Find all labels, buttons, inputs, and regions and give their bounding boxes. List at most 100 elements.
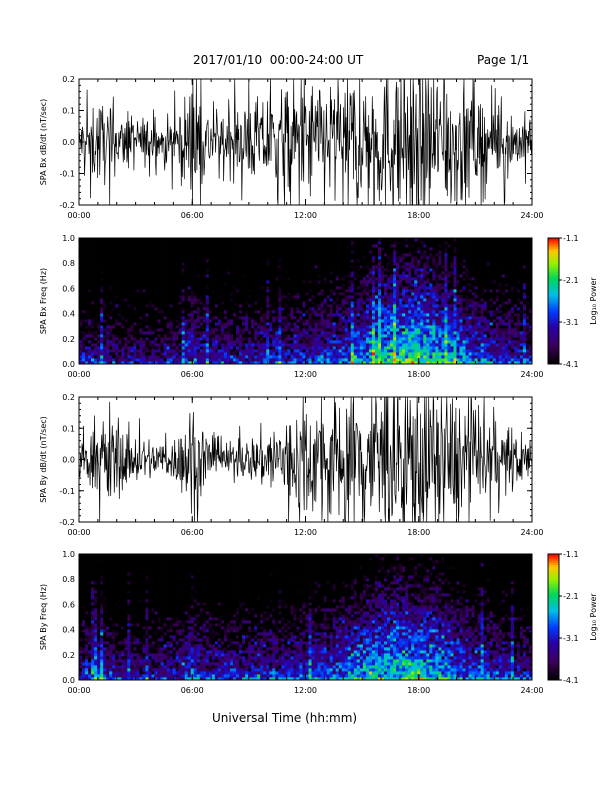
spectrogram-cell <box>377 256 382 260</box>
spectrogram-cell <box>323 244 328 248</box>
spectrogram-cell <box>359 292 364 296</box>
spectrogram-cell <box>175 340 180 344</box>
spectrogram-cell <box>260 346 264 350</box>
spectrogram-cell <box>199 310 204 314</box>
spectrogram-cell <box>302 322 306 326</box>
spectrogram-cell <box>230 298 234 302</box>
spectrogram-cell <box>223 295 228 299</box>
spectrogram-cell <box>178 265 183 269</box>
spectrogram-cell <box>281 337 285 341</box>
spectrogram-cell <box>411 259 415 263</box>
spectrogram-cell <box>239 295 243 299</box>
spectrogram-cell <box>402 352 406 356</box>
spectrogram-cell <box>236 298 240 302</box>
spectrogram-cell <box>411 331 415 335</box>
spectrogram-cell <box>230 286 234 290</box>
spectrogram-cell <box>317 331 321 335</box>
spectrogram-cell <box>390 262 394 266</box>
spectrogram-cell <box>335 337 340 341</box>
spectrogram-cell <box>82 349 86 353</box>
spectrogram-cell <box>257 244 261 248</box>
spectrogram-cell <box>393 346 397 350</box>
spectrogram-cell <box>130 301 134 305</box>
spectrogram-cell <box>281 247 285 251</box>
spectrogram-cell <box>350 331 355 335</box>
spectrogram-cell <box>145 325 149 329</box>
spectrogram-cell <box>233 340 237 344</box>
spectrogram-cell <box>130 262 134 266</box>
spectrogram-cell <box>109 316 113 320</box>
spectrogram-cell <box>100 361 104 365</box>
spectrogram-cell <box>251 310 255 314</box>
spectrogram-cell <box>411 244 415 248</box>
spectrogram-cell <box>85 346 89 350</box>
spectrogram-cell <box>103 253 107 257</box>
spectrogram-cell <box>166 250 170 254</box>
spectrogram-cell <box>281 250 285 254</box>
spectrogram-cell <box>139 244 143 248</box>
spectrogram-cell <box>308 265 312 269</box>
spectrogram-cell <box>251 238 255 242</box>
spectrogram-cell <box>85 325 89 329</box>
spectrogram-cell <box>248 268 252 272</box>
spectrogram-cell <box>408 280 412 284</box>
spectrogram-cell <box>91 283 95 287</box>
spectrogram-cell <box>344 328 349 332</box>
spectrogram-cell <box>278 247 282 251</box>
spectrogram-cell <box>287 334 291 338</box>
spectrogram-cell <box>211 244 216 248</box>
spectrogram-cell <box>423 346 427 350</box>
spectrogram-cell <box>287 286 291 290</box>
spectrogram-cell <box>199 343 204 347</box>
spectrogram-cell <box>148 346 152 350</box>
spectrogram-cell <box>166 274 170 278</box>
spectrogram-cell <box>417 277 421 281</box>
spectrogram-cell <box>387 301 391 305</box>
spectrogram-cell <box>82 358 86 362</box>
spectrogram-cell <box>365 319 370 323</box>
spectrogram-cell <box>199 265 204 269</box>
spectrogram-cell <box>124 319 128 323</box>
spectrogram-cell <box>97 259 101 263</box>
spectrogram-cell <box>115 322 119 326</box>
spectrogram-cell <box>172 322 177 326</box>
spectrogram-cell <box>82 250 86 254</box>
spectrogram-cell <box>184 289 189 293</box>
spectrogram-cell <box>230 361 234 365</box>
spectrogram-cell <box>142 292 146 296</box>
spectrogram-cell <box>175 319 180 323</box>
spectrogram-cell <box>368 298 373 302</box>
spectrogram-cell <box>387 241 391 245</box>
spectrogram-cell <box>284 307 288 311</box>
spectrogram-cell <box>248 313 252 317</box>
spectrogram-cell <box>112 241 116 245</box>
spectrogram-cell <box>390 244 394 248</box>
spectrogram-cell <box>305 337 309 341</box>
spectrogram-cell <box>420 238 424 242</box>
spectrogram-cell <box>115 301 119 305</box>
spectrogram-cell <box>175 259 180 263</box>
spectrogram-cell <box>109 268 113 272</box>
spectrogram-cell <box>187 253 192 257</box>
spectrogram-cell <box>384 322 388 326</box>
spectrogram-cell <box>106 295 110 299</box>
spectrogram-cell <box>142 274 146 278</box>
spectrogram-cell <box>118 253 122 257</box>
spectrogram-cell <box>196 337 201 341</box>
spectrogram-cell <box>347 331 352 335</box>
spectrogram-cell <box>236 238 240 242</box>
spectrogram-cell <box>88 238 92 242</box>
spectrogram-cell <box>329 271 334 275</box>
spectrogram-cell <box>302 319 306 323</box>
spectrogram-cell <box>166 307 170 311</box>
spectrogram-cell <box>272 244 276 248</box>
spectrogram-cell <box>109 346 113 350</box>
spectrogram-cell <box>100 262 104 266</box>
spectrogram-cell <box>350 319 355 323</box>
spectrogram-cell <box>350 307 355 311</box>
spectrogram-cell <box>326 331 331 335</box>
spectrogram-cell <box>130 322 134 326</box>
spectrogram-cell <box>91 319 95 323</box>
spectrogram-cell <box>290 319 294 323</box>
spectrogram-cell <box>326 283 331 287</box>
